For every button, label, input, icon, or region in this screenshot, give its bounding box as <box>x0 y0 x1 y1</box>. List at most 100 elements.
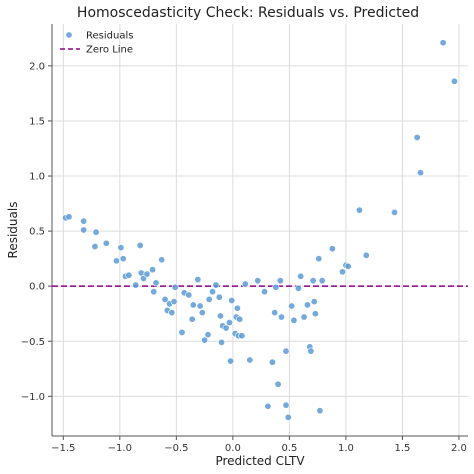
residual-point <box>362 251 370 259</box>
grid-layer <box>52 24 468 436</box>
residual-point <box>417 169 425 177</box>
residual-point <box>300 313 308 321</box>
residual-point <box>282 401 290 409</box>
residual-point <box>161 295 169 303</box>
x-axis-label: Predicted CLTV <box>215 454 305 468</box>
residual-point <box>274 380 282 388</box>
residual-point <box>246 356 254 364</box>
residual-point <box>233 304 241 312</box>
residual-point <box>268 358 276 366</box>
residual-point <box>158 256 166 264</box>
residual-point <box>309 277 317 285</box>
residual-point <box>225 319 233 327</box>
residual-point <box>216 312 224 320</box>
residual-point <box>284 413 292 421</box>
residual-point <box>288 302 296 310</box>
x-tick-label: 1.5 <box>394 443 410 454</box>
residual-point <box>218 338 226 346</box>
residual-point <box>391 208 399 216</box>
residual-point <box>310 298 318 306</box>
residual-point <box>92 228 100 236</box>
residual-point <box>344 262 352 270</box>
y-tick-label: −1.0 <box>21 392 45 403</box>
x-tick-label: −0.5 <box>164 443 188 454</box>
chart-title: Homoscedasticity Check: Residuals vs. Pr… <box>77 5 419 21</box>
legend: Residuals Zero Line <box>60 31 133 56</box>
residual-point <box>204 331 212 339</box>
residual-point <box>261 288 269 296</box>
residual-point <box>227 357 235 365</box>
residual-point <box>271 309 279 317</box>
residual-point <box>119 255 127 263</box>
residual-point <box>65 213 73 221</box>
residual-point <box>450 77 458 85</box>
residual-point <box>205 295 213 303</box>
residual-point <box>303 301 311 309</box>
residual-point <box>198 309 206 317</box>
x-tick-label: −1.0 <box>108 443 132 454</box>
residual-point <box>290 316 298 324</box>
ticks-layer: −1.5 −1.0 −0.5 0.0 0.5 1.0 1.5 2.0 −1.0 −0.5 0.0 0.… <box>21 61 467 454</box>
residual-point <box>272 283 280 291</box>
y-tick-label: 2.0 <box>29 61 45 72</box>
residual-point <box>413 133 421 141</box>
residual-point <box>152 279 160 287</box>
axes-frame <box>51 24 468 437</box>
residual-point <box>439 39 447 47</box>
y-tick-label: −0.5 <box>21 337 45 348</box>
residual-point <box>185 291 193 299</box>
residual-point <box>170 298 178 306</box>
residual-point <box>80 217 88 225</box>
residual-point <box>125 271 133 279</box>
residual-point <box>339 268 347 276</box>
residual-point <box>328 245 336 253</box>
residual-point <box>188 315 196 323</box>
residual-point <box>196 302 204 310</box>
y-axis-label: Residuals <box>6 202 20 259</box>
residual-point <box>178 328 186 336</box>
residual-point <box>149 266 157 274</box>
residual-point <box>189 301 197 309</box>
x-tick-label: −1.5 <box>51 443 75 454</box>
residual-point <box>236 315 244 323</box>
points-layer <box>62 39 458 421</box>
residual-point <box>254 277 262 285</box>
residual-point <box>150 288 158 296</box>
y-tick-label: 0.5 <box>29 227 45 238</box>
legend-marker-residuals <box>65 31 73 39</box>
y-tick-label: 0.0 <box>29 282 45 293</box>
residual-point <box>238 332 246 340</box>
residual-point <box>91 243 99 251</box>
residual-point <box>222 324 230 332</box>
residual-point <box>209 288 217 296</box>
legend-label-residuals: Residuals <box>86 31 133 42</box>
residual-point <box>282 347 290 355</box>
residual-point <box>143 270 151 278</box>
residual-point <box>316 407 324 415</box>
residual-point <box>168 309 176 317</box>
residual-point <box>228 297 236 305</box>
residual-point <box>307 347 315 355</box>
legend-label-zero-line: Zero Line <box>86 45 133 56</box>
residual-point <box>318 277 326 285</box>
x-tick-label: 1.0 <box>338 443 354 454</box>
residual-point <box>277 313 285 321</box>
residual-point <box>297 272 305 280</box>
residual-point <box>132 281 140 289</box>
residual-point <box>136 241 144 249</box>
residual-point <box>117 244 125 252</box>
residual-point <box>315 255 323 263</box>
residual-point <box>212 281 220 289</box>
residual-point <box>201 336 209 344</box>
residual-point <box>276 277 284 285</box>
residual-point <box>264 402 272 410</box>
x-tick-label: 2.0 <box>451 443 467 454</box>
x-tick-label: 0.0 <box>225 443 241 454</box>
residual-point <box>215 293 223 301</box>
residual-point <box>80 226 88 234</box>
residual-point <box>311 310 319 318</box>
residual-point <box>355 206 363 214</box>
residual-point <box>241 280 249 288</box>
